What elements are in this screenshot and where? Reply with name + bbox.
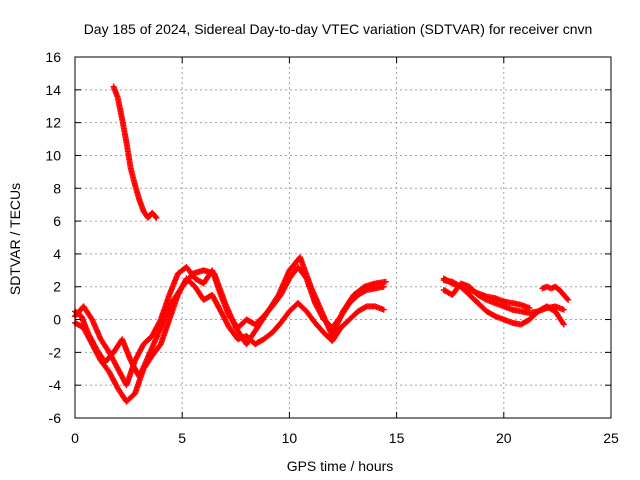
y-tick-label: -2 bbox=[49, 344, 62, 360]
data-point bbox=[380, 306, 387, 313]
x-tick-label: 10 bbox=[282, 430, 298, 446]
y-tick-label: 6 bbox=[53, 213, 61, 229]
x-tick-label: 15 bbox=[389, 430, 405, 446]
grid-lines bbox=[75, 57, 611, 418]
data-point bbox=[380, 283, 387, 290]
axis-ticks: 0 5 10 15 20 25 -6 -4 -2 0 2 4 6 8 10 12 14 16 bbox=[45, 49, 619, 446]
plot-frame bbox=[74, 56, 612, 419]
data-point bbox=[153, 214, 160, 221]
y-tick-label: -6 bbox=[49, 410, 62, 426]
y-tick-label: 14 bbox=[45, 82, 61, 98]
data-point bbox=[526, 305, 533, 312]
data-point bbox=[152, 213, 159, 220]
y-tick-label: 16 bbox=[45, 49, 61, 65]
data-points bbox=[72, 83, 572, 405]
y-tick-label: 8 bbox=[53, 180, 61, 196]
x-tick-label: 0 bbox=[71, 430, 79, 446]
y-tick-label: 4 bbox=[53, 246, 61, 262]
data-point bbox=[560, 306, 567, 313]
x-tick-label: 5 bbox=[178, 430, 186, 446]
data-point bbox=[564, 295, 571, 302]
x-axis-label: GPS time / hours bbox=[287, 458, 394, 474]
y-tick-label: -4 bbox=[49, 377, 62, 393]
data-point bbox=[565, 296, 572, 303]
y-tick-label: 12 bbox=[45, 115, 61, 131]
y-axis-label: SDTVAR / TECUs bbox=[7, 183, 23, 295]
y-tick-label: 10 bbox=[45, 147, 61, 163]
data-point bbox=[560, 321, 567, 328]
chart-title: Day 185 of 2024, Sidereal Day-to-day VTE… bbox=[84, 21, 593, 37]
data-point bbox=[382, 278, 389, 285]
x-tick-label: 25 bbox=[603, 430, 619, 446]
x-tick-label: 20 bbox=[496, 430, 512, 446]
y-tick-label: 2 bbox=[53, 279, 61, 295]
y-tick-label: 0 bbox=[53, 312, 61, 328]
